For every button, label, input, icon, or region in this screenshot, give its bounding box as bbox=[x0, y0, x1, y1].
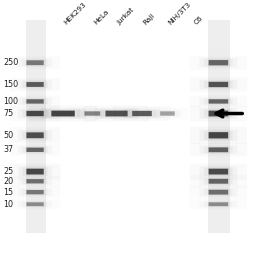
FancyBboxPatch shape bbox=[132, 111, 152, 116]
FancyBboxPatch shape bbox=[27, 99, 44, 103]
FancyBboxPatch shape bbox=[27, 111, 44, 116]
Text: 37: 37 bbox=[3, 145, 13, 154]
FancyBboxPatch shape bbox=[26, 202, 44, 206]
FancyBboxPatch shape bbox=[209, 60, 228, 65]
FancyBboxPatch shape bbox=[105, 111, 128, 117]
Text: 75: 75 bbox=[3, 109, 14, 118]
FancyBboxPatch shape bbox=[26, 190, 44, 194]
FancyBboxPatch shape bbox=[27, 148, 44, 152]
Text: 150: 150 bbox=[3, 80, 18, 89]
FancyBboxPatch shape bbox=[84, 111, 100, 116]
Text: NIH/3T3: NIH/3T3 bbox=[167, 1, 193, 26]
Text: Jurkat: Jurkat bbox=[116, 7, 136, 26]
FancyBboxPatch shape bbox=[209, 132, 228, 138]
FancyBboxPatch shape bbox=[209, 99, 228, 103]
FancyBboxPatch shape bbox=[209, 82, 228, 87]
Text: 250: 250 bbox=[3, 58, 18, 67]
FancyBboxPatch shape bbox=[26, 60, 44, 65]
FancyBboxPatch shape bbox=[209, 190, 228, 195]
FancyBboxPatch shape bbox=[26, 179, 44, 183]
FancyBboxPatch shape bbox=[209, 169, 228, 174]
FancyBboxPatch shape bbox=[26, 99, 44, 104]
FancyBboxPatch shape bbox=[27, 169, 44, 174]
FancyBboxPatch shape bbox=[51, 111, 75, 117]
FancyBboxPatch shape bbox=[209, 99, 228, 104]
Text: 20: 20 bbox=[3, 177, 13, 186]
FancyBboxPatch shape bbox=[26, 111, 44, 116]
FancyBboxPatch shape bbox=[209, 60, 228, 65]
FancyBboxPatch shape bbox=[132, 111, 152, 116]
Text: C6: C6 bbox=[193, 15, 204, 26]
Text: HEK293: HEK293 bbox=[63, 1, 88, 26]
FancyBboxPatch shape bbox=[209, 82, 228, 87]
FancyBboxPatch shape bbox=[209, 111, 228, 116]
FancyBboxPatch shape bbox=[26, 148, 44, 152]
Text: HeLa: HeLa bbox=[92, 9, 110, 26]
Text: Raji: Raji bbox=[142, 12, 156, 26]
FancyBboxPatch shape bbox=[27, 82, 44, 87]
FancyBboxPatch shape bbox=[209, 179, 228, 183]
FancyBboxPatch shape bbox=[209, 148, 228, 152]
FancyBboxPatch shape bbox=[26, 132, 44, 138]
FancyBboxPatch shape bbox=[209, 169, 228, 174]
FancyBboxPatch shape bbox=[209, 202, 228, 206]
Text: 15: 15 bbox=[3, 188, 13, 197]
FancyBboxPatch shape bbox=[209, 179, 228, 184]
FancyBboxPatch shape bbox=[209, 147, 228, 152]
Text: 50: 50 bbox=[3, 131, 13, 140]
FancyBboxPatch shape bbox=[27, 133, 44, 138]
Text: 100: 100 bbox=[3, 97, 18, 106]
Text: 25: 25 bbox=[3, 167, 14, 176]
FancyBboxPatch shape bbox=[106, 111, 127, 116]
FancyBboxPatch shape bbox=[26, 169, 44, 174]
FancyBboxPatch shape bbox=[52, 111, 74, 116]
FancyBboxPatch shape bbox=[26, 82, 44, 87]
FancyBboxPatch shape bbox=[209, 111, 228, 117]
Text: 10: 10 bbox=[3, 200, 13, 209]
FancyBboxPatch shape bbox=[209, 132, 228, 138]
FancyBboxPatch shape bbox=[160, 111, 175, 116]
